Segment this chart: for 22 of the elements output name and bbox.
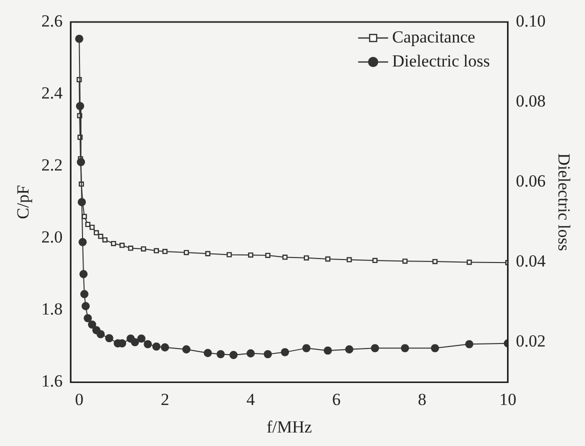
x-tick-label: 10 xyxy=(499,390,516,409)
y-tick-label: 1.8 xyxy=(41,300,63,319)
y2-tick-label: 0.04 xyxy=(516,252,546,271)
y-tick-label: 2.0 xyxy=(41,228,63,247)
x-tick-label: 6 xyxy=(332,390,341,409)
y-tick-label: 1.6 xyxy=(41,372,63,391)
x-tick-label: 0 xyxy=(74,390,84,409)
legend-label: Dielectric loss xyxy=(392,51,490,70)
y2-tick-label: 0.10 xyxy=(516,11,546,30)
x-tick-label: 4 xyxy=(246,390,256,409)
y-axis-title: C/pF xyxy=(14,185,33,220)
x-tick-label: 2 xyxy=(160,390,170,409)
y-tick-label: 2.4 xyxy=(41,84,64,103)
x-tick-label: 8 xyxy=(418,390,426,409)
legend-label: Capacitance xyxy=(392,27,476,46)
y2-tick-label: 0.06 xyxy=(516,172,546,191)
y2-tick-label: 0.08 xyxy=(516,92,546,111)
y2-tick-label: 0.02 xyxy=(516,332,546,351)
x-axis-title: f/MHz xyxy=(266,417,312,436)
y-tick-label: 2.6 xyxy=(41,11,63,30)
y-tick-label: 2.2 xyxy=(41,156,63,175)
y2-axis-title: Dielectric loss xyxy=(554,153,574,251)
